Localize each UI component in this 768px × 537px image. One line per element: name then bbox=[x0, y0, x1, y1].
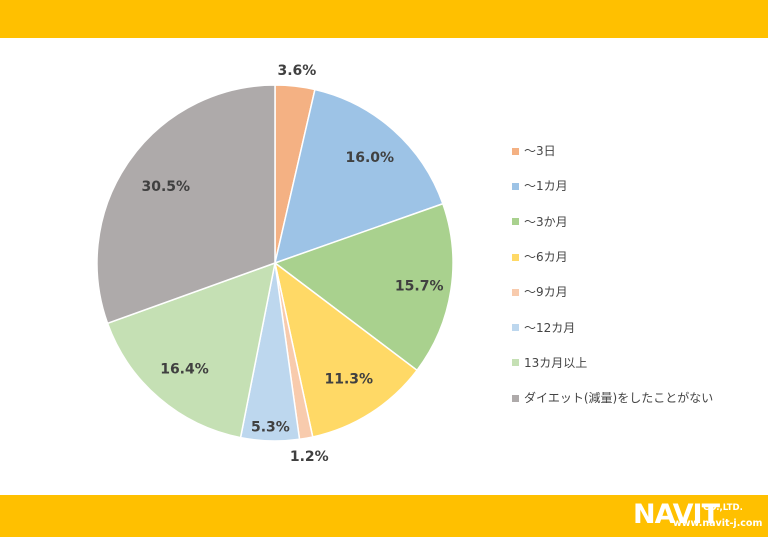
legend-item-6: ～12カ月 bbox=[512, 309, 713, 344]
legend-item-3: ～3か月 bbox=[512, 204, 713, 239]
chart-legend: ～3日 ～1カ月 ～3か月 ～6カ月 ～9カ月 ～12カ月 13カ月以上ダイエット(減量)を… bbox=[512, 133, 713, 415]
legend-label: ～3日 bbox=[524, 144, 556, 159]
legend-swatch bbox=[512, 147, 519, 155]
legend-item-5: ～9カ月 bbox=[512, 274, 713, 309]
legend-swatch bbox=[512, 394, 519, 402]
data-label-4: 11.3% bbox=[325, 372, 374, 388]
legend-item-8: ダイエット(減量)をしたことがない bbox=[512, 380, 713, 415]
legend-label: ～3か月 bbox=[524, 214, 568, 229]
pie-slice-7 bbox=[106, 261, 276, 439]
pie-slice-3 bbox=[273, 202, 454, 372]
legend-label: ～12カ月 bbox=[524, 320, 576, 335]
legend-swatch bbox=[512, 253, 519, 261]
data-label-3: 15.7% bbox=[395, 278, 444, 294]
pie-slice-4 bbox=[273, 261, 419, 438]
legend-swatch bbox=[512, 182, 519, 190]
legend-item-2: ～1カ月 bbox=[512, 168, 713, 203]
footer-band bbox=[0, 495, 768, 537]
legend-label: ～6カ月 bbox=[524, 250, 568, 265]
logo-brand: NAVIT bbox=[633, 499, 720, 530]
legend-swatch bbox=[512, 359, 519, 367]
data-label-8: 30.5% bbox=[142, 179, 191, 195]
pie-slice-2 bbox=[273, 88, 444, 265]
legend-swatch bbox=[512, 324, 519, 332]
legend-label: ダイエット(減量)をしたことがない bbox=[524, 391, 714, 406]
legend-item-1: ～3日 bbox=[512, 133, 713, 168]
legend-item-7: 13カ月以上 bbox=[512, 345, 713, 380]
data-label-6: 5.3% bbox=[251, 420, 290, 436]
logo-url: www.navit-j.com bbox=[673, 518, 763, 529]
pie-slice-8 bbox=[96, 84, 276, 325]
legend-label: ～9カ月 bbox=[524, 285, 568, 300]
logo-company-suffix: CO.,LTD. bbox=[703, 503, 743, 513]
data-label-7: 16.4% bbox=[160, 361, 209, 377]
data-label-2: 16.0% bbox=[346, 150, 395, 166]
legend-swatch bbox=[512, 288, 519, 296]
legend-label: ～1カ月 bbox=[524, 179, 568, 194]
header-band bbox=[0, 0, 768, 38]
legend-label: 13カ月以上 bbox=[524, 355, 588, 370]
data-label-5: 1.2% bbox=[290, 449, 329, 465]
legend-item-4: ～6カ月 bbox=[512, 239, 713, 274]
data-label-1: 3.6% bbox=[277, 63, 316, 79]
legend-swatch bbox=[512, 218, 519, 226]
company-logo: NAVIT CO.,LTD. www.navit-j.com bbox=[633, 499, 763, 531]
